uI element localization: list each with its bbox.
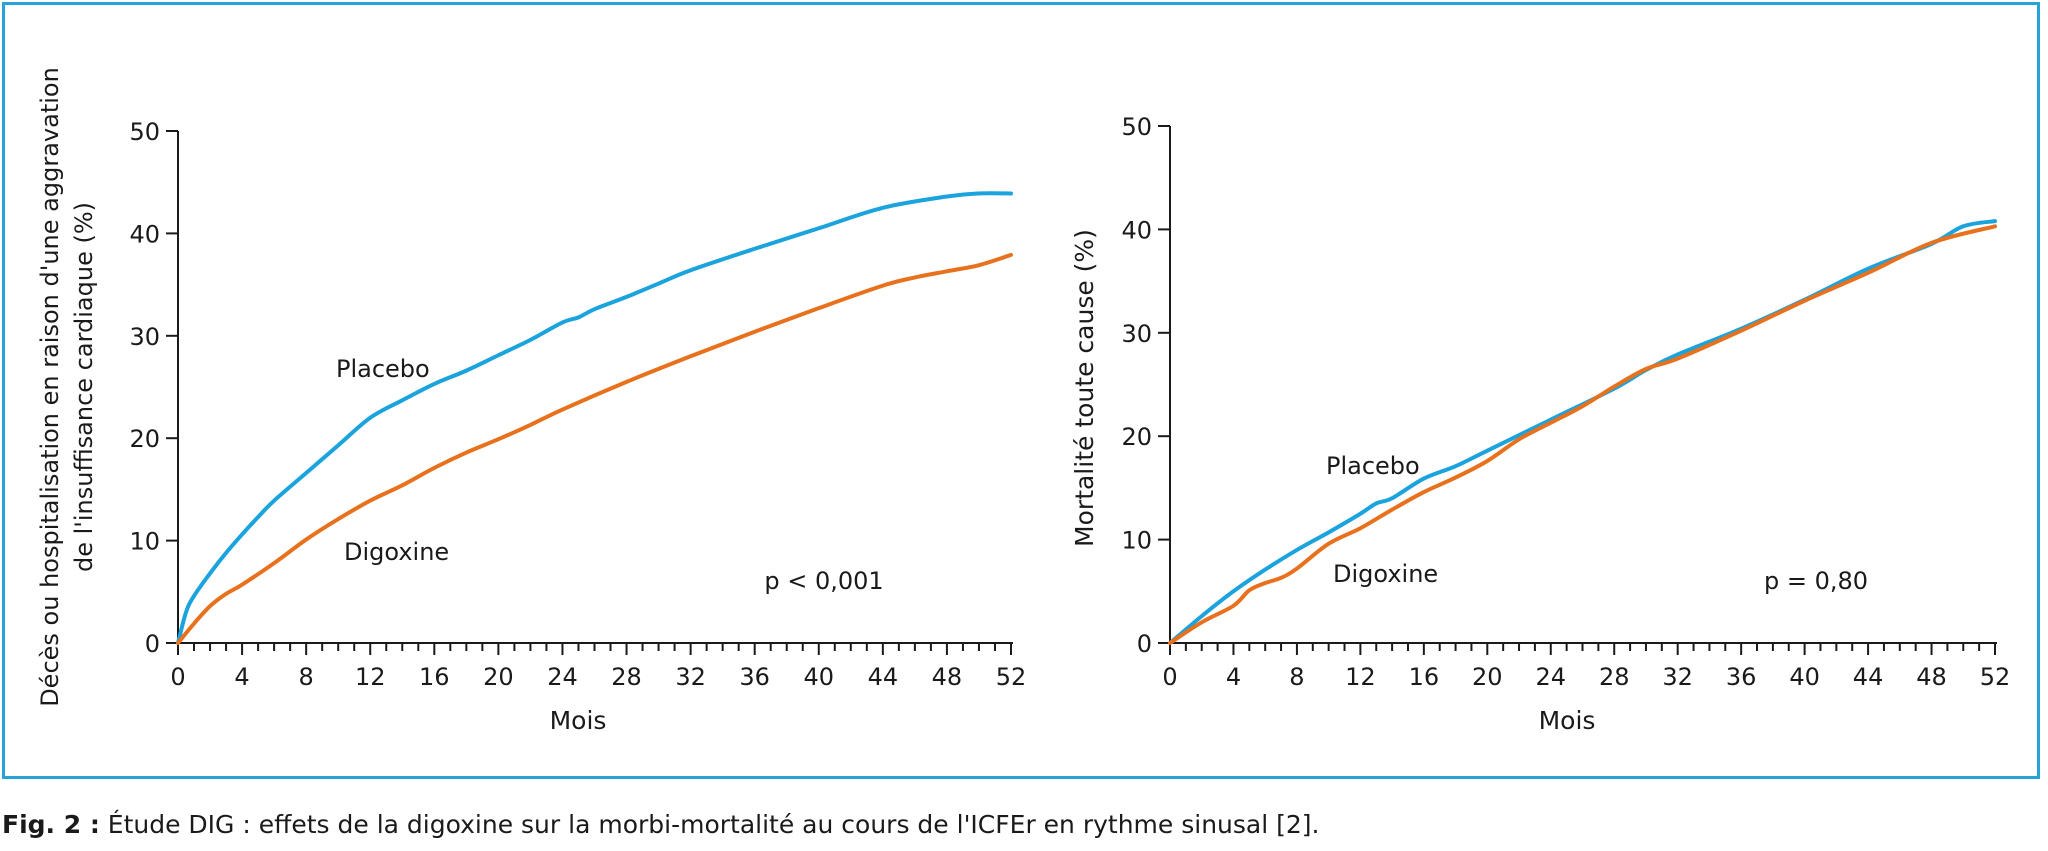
figure-frame: [2, 2, 2040, 779]
x-tick-label: 44: [1853, 663, 1884, 691]
x-axis-label: Mois: [550, 706, 607, 735]
y-tick-label: 30: [1121, 320, 1152, 348]
x-tick-label: 32: [675, 663, 706, 691]
series-label-digoxine: Digoxine: [1333, 560, 1438, 588]
x-tick-label: 44: [868, 663, 899, 691]
x-tick-label: 12: [355, 663, 386, 691]
x-axis-label: Mois: [1539, 706, 1596, 735]
p-value-annotation: p < 0,001: [764, 567, 883, 595]
y-axis-label-line: de l'insuffisance cardiaque (%): [70, 202, 98, 572]
x-tick-label: 40: [803, 663, 834, 691]
y-axis-label-line: Décès ou hospitalisation en raison d'une…: [36, 67, 64, 707]
y-tick-label: 0: [145, 630, 160, 658]
x-tick-label: 48: [1916, 663, 1947, 691]
series-label-digoxine: Digoxine: [344, 538, 449, 566]
x-tick-label: 4: [1226, 663, 1241, 691]
x-tick-label: 8: [1289, 663, 1304, 691]
x-tick-label: 4: [234, 663, 249, 691]
y-tick-label: 0: [1137, 630, 1152, 658]
caption-label: Fig. 2 :: [2, 810, 100, 839]
y-tick-label: 10: [1121, 527, 1152, 555]
x-tick-label: 0: [170, 663, 185, 691]
y-tick-label: 40: [1121, 216, 1152, 244]
x-tick-label: 8: [299, 663, 314, 691]
series-label-placebo: Placebo: [336, 355, 430, 383]
p-value-annotation: p = 0,80: [1764, 567, 1868, 595]
x-tick-label: 28: [611, 663, 642, 691]
y-tick-label: 20: [1121, 423, 1152, 451]
y-tick-label: 50: [129, 118, 160, 146]
x-tick-label: 40: [1789, 663, 1820, 691]
series-label-placebo: Placebo: [1326, 452, 1420, 480]
x-tick-label: 24: [1535, 663, 1566, 691]
x-tick-label: 32: [1662, 663, 1693, 691]
caption-text: Étude DIG : effets de la digoxine sur la…: [99, 810, 1320, 839]
x-tick-label: 0: [1162, 663, 1177, 691]
y-tick-label: 20: [129, 425, 160, 453]
figure-caption: Fig. 2 : Étude DIG : effets de la digoxi…: [2, 810, 1320, 839]
y-tick-label: 10: [129, 528, 160, 556]
series-line-placebo: [1168, 219, 1997, 645]
x-tick-label: 52: [1980, 663, 2011, 691]
y-tick-label: 40: [129, 220, 160, 248]
y-tick-label: 50: [1121, 113, 1152, 141]
series-line-digoxine: [176, 252, 1013, 645]
x-tick-label: 20: [483, 663, 514, 691]
x-tick-label: 16: [1409, 663, 1440, 691]
x-tick-label: 20: [1472, 663, 1503, 691]
y-axis-label: Décès ou hospitalisation en raison d'une…: [36, 67, 98, 707]
x-tick-label: 52: [996, 663, 1027, 691]
x-tick-label: 36: [1726, 663, 1757, 691]
series-line-placebo: [176, 191, 1013, 645]
y-axis-label: Mortalité toute cause (%): [1070, 229, 1099, 547]
x-tick-label: 24: [547, 663, 578, 691]
x-tick-label: 28: [1599, 663, 1630, 691]
chart-2: 0 4 8 12 16 20 24 28 32 36 40 44 48 5201020304050Mois…: [1070, 113, 2010, 735]
x-tick-label: 12: [1345, 663, 1376, 691]
y-tick-label: 30: [129, 323, 160, 351]
charts-canvas: 0 4 8 12 16 20 24 28 32 36 40 44 48 5201020304050Mois…: [36, 67, 2010, 735]
series-line-digoxine: [1168, 224, 1997, 645]
x-tick-label: 36: [739, 663, 770, 691]
x-tick-label: 48: [932, 663, 963, 691]
chart-1: 0 4 8 12 16 20 24 28 32 36 40 44 48 5201020304050Mois…: [36, 67, 1026, 735]
x-tick-label: 16: [419, 663, 450, 691]
